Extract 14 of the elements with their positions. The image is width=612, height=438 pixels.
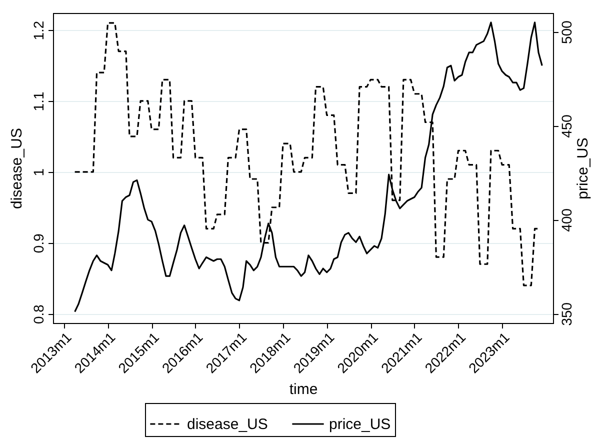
y2-tick-label: 350: [558, 302, 574, 326]
y-tick-label: 1.2: [30, 20, 46, 40]
y-tick-label: 1.1: [30, 92, 46, 112]
legend-label: disease_US: [187, 416, 268, 433]
legend-label: price_US: [329, 416, 391, 433]
y2-tick-label: 500: [558, 20, 574, 44]
y2-axis-title: price_US: [574, 138, 592, 200]
y-tick-label: 1: [30, 168, 46, 176]
y-axis-title: disease_US: [8, 128, 26, 209]
y2-tick-label: 400: [558, 208, 574, 232]
y2-tick-label: 450: [558, 114, 574, 138]
y-tick-label: 0.8: [30, 304, 46, 324]
x-axis-title: time: [289, 381, 318, 398]
y-tick-label: 0.9: [30, 233, 46, 254]
